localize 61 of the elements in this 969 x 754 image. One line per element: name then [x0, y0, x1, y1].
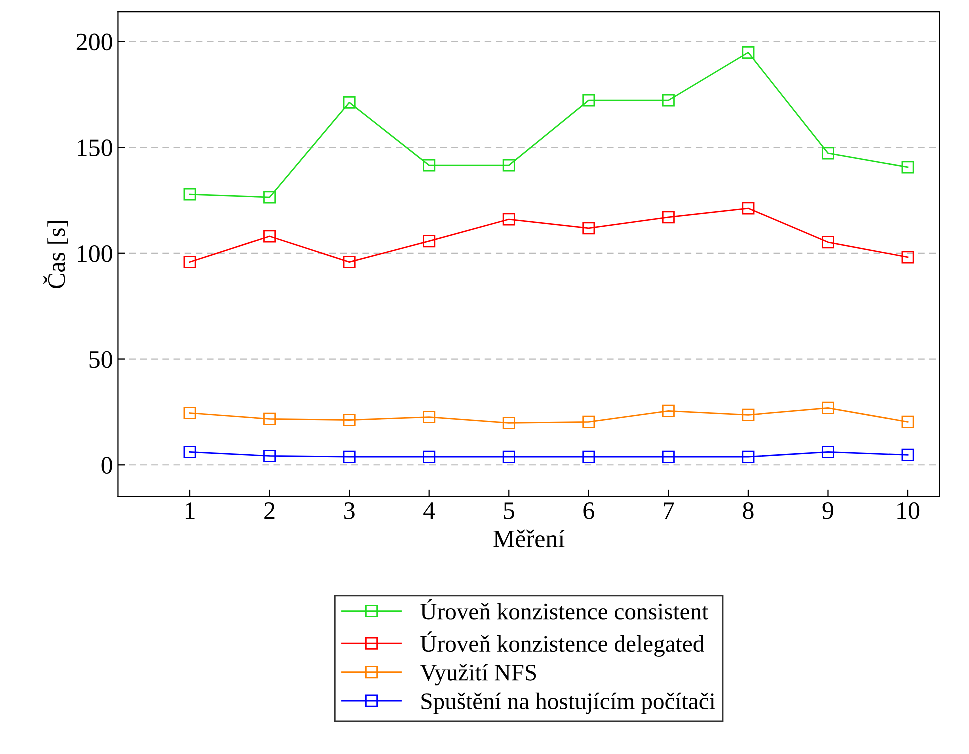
point	[423, 159, 436, 172]
y-tick-label: 50	[90, 351, 112, 368]
point	[502, 159, 516, 172]
x-tick-label: 1	[186, 502, 195, 520]
y-tick-label: 150	[78, 140, 112, 156]
point	[662, 211, 675, 224]
point	[902, 416, 914, 428]
point	[822, 402, 834, 414]
x-tick-label: 5	[504, 502, 514, 520]
point	[423, 411, 436, 424]
point	[902, 161, 914, 174]
point	[662, 94, 675, 107]
point	[582, 416, 596, 428]
point	[902, 251, 914, 264]
x-tick-label: 8	[743, 502, 754, 520]
point	[343, 414, 356, 426]
point	[423, 235, 436, 248]
point	[184, 407, 196, 420]
point	[662, 450, 675, 464]
x-tick-label: 4	[424, 502, 436, 520]
point	[662, 404, 675, 418]
point	[822, 147, 834, 160]
point	[742, 450, 755, 464]
x-tick-label: 10	[898, 502, 920, 520]
point	[184, 256, 196, 269]
point	[742, 46, 755, 59]
point	[184, 446, 196, 458]
point	[502, 213, 516, 226]
point	[343, 450, 356, 464]
legend-label: Spuštění na hostujícím počítači	[422, 692, 716, 714]
x-tick-label: 2	[264, 502, 275, 520]
point	[264, 230, 276, 243]
point	[582, 450, 596, 464]
point	[742, 408, 755, 422]
y-tick-label: 0	[102, 457, 112, 474]
point	[264, 450, 276, 462]
y-tick-label: 100	[78, 245, 112, 262]
point	[184, 188, 196, 201]
point	[582, 94, 596, 107]
point	[343, 96, 356, 109]
point	[264, 412, 276, 426]
x-tick-label: 6	[584, 502, 594, 520]
legend-label: Úroveň konzistence consistent	[420, 599, 709, 620]
point	[582, 222, 596, 235]
y-tick-label: 200	[76, 34, 112, 51]
x-tick-label: 7	[664, 502, 674, 520]
x-tick-label: 9	[822, 502, 834, 520]
legend-label: Úroveň konzistence delegated	[420, 632, 704, 657]
point	[902, 448, 914, 462]
point	[822, 236, 834, 249]
point	[343, 256, 356, 269]
y-axis-title: Čas [s]	[44, 221, 68, 289]
point	[502, 450, 516, 464]
point	[264, 191, 276, 204]
point	[502, 416, 516, 430]
legend-label: Využití NFS	[420, 664, 536, 686]
point	[822, 446, 834, 458]
x-axis-title: Měření	[494, 530, 565, 548]
x-tick-label: 3	[344, 502, 355, 520]
point	[423, 450, 436, 464]
point	[742, 202, 755, 215]
